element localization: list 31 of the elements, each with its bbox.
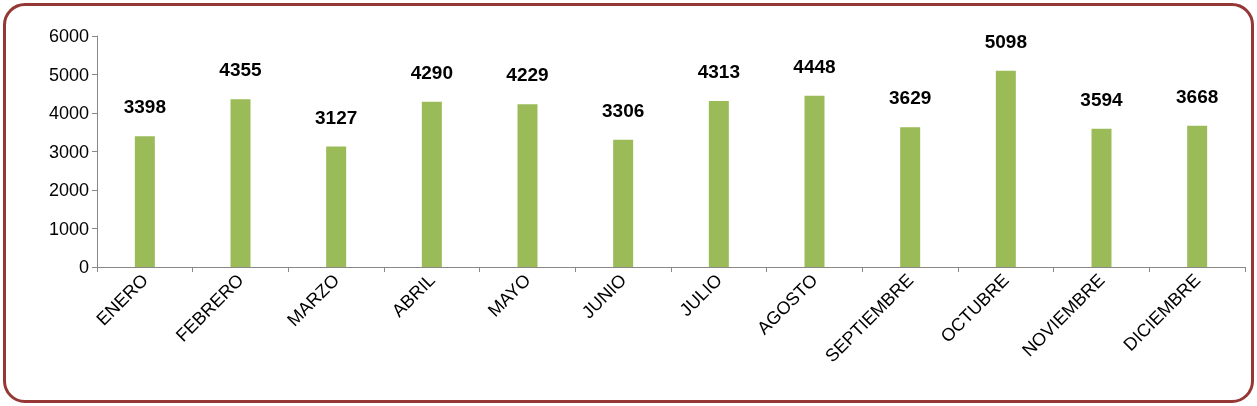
bar [1187,125,1208,267]
y-tick-label: 2000 [48,180,89,200]
data-label: 3127 [315,106,358,128]
bar [900,127,921,267]
data-label: 4448 [793,55,836,77]
data-label: 3629 [889,87,932,109]
y-tick-label: 4000 [48,103,89,123]
data-label: 4229 [506,64,549,86]
y-tick-label: 5000 [48,64,89,85]
data-label: 4355 [219,59,263,81]
bar [1091,128,1112,267]
y-tick-label: 6000 [48,26,89,46]
bar [708,100,729,267]
data-label: 3594 [1080,88,1124,110]
data-label: 4290 [410,61,453,83]
data-label: 4313 [697,60,740,82]
data-label: 3398 [123,96,166,118]
y-tick-label: 1000 [48,218,89,239]
bar [230,99,251,267]
bar [421,101,442,267]
bar [134,136,155,267]
y-tick-label: 0 [78,257,89,277]
bar [326,146,347,267]
bar [613,139,634,267]
data-label: 3668 [1176,85,1219,107]
bar [517,104,538,267]
y-tick-label: 3000 [48,141,89,162]
bar [804,95,825,267]
data-label: 5098 [984,30,1027,52]
data-label: 3306 [602,99,645,121]
bar [995,70,1016,267]
